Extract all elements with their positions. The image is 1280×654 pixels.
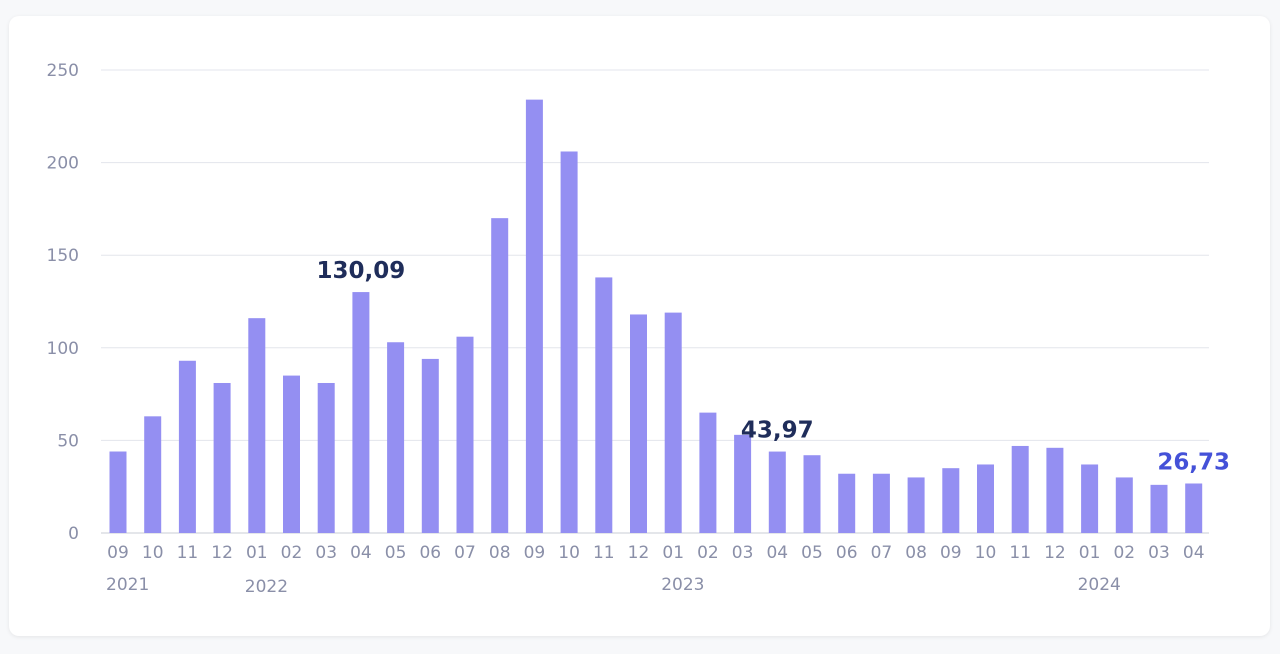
bar: [1046, 447, 1064, 533]
x-tick-label: 12: [211, 543, 233, 563]
x-tick-label: 12: [628, 543, 650, 563]
bar: [456, 336, 474, 533]
bar: [317, 382, 335, 533]
y-tick-label: 50: [57, 431, 79, 451]
data-label: 26,73: [1157, 449, 1230, 475]
year-label: 2021: [106, 575, 149, 595]
bar: [109, 451, 127, 533]
bar: [942, 468, 960, 533]
data-label: 130,09: [317, 258, 406, 284]
x-tick-label: 10: [975, 543, 997, 563]
bar: [1081, 464, 1099, 533]
y-tick-label: 100: [47, 339, 79, 359]
bar: [699, 412, 717, 533]
x-tick-label: 12: [1044, 543, 1066, 563]
bar: [872, 473, 890, 533]
bar: [352, 292, 370, 533]
x-tick-label: 01: [662, 543, 684, 563]
bar: [595, 277, 613, 533]
bar: [178, 360, 196, 533]
bar: [977, 464, 994, 533]
x-tick-label: 11: [593, 543, 615, 563]
bar: [525, 99, 543, 533]
x-tick-label: 09: [524, 543, 546, 563]
bar: [560, 151, 578, 533]
x-tick-label: 01: [1079, 543, 1101, 563]
x-tick-label: 04: [1183, 543, 1205, 563]
x-tick-label: 02: [1113, 543, 1135, 563]
x-tick-label: 01: [246, 543, 268, 563]
x-tick-label: 07: [871, 543, 893, 563]
x-tick-label: 09: [940, 543, 962, 563]
x-tick-label: 08: [489, 543, 511, 563]
bar: [630, 314, 647, 533]
bar: [803, 455, 821, 533]
y-tick-label: 250: [47, 61, 79, 81]
bar: [213, 382, 231, 533]
bar: [768, 451, 786, 533]
bar: [491, 218, 509, 533]
bar: [664, 312, 682, 533]
x-tick-label: 04: [350, 543, 372, 563]
bar: [1150, 484, 1168, 533]
x-tick-label: 05: [801, 543, 823, 563]
x-tick-label: 06: [836, 543, 858, 563]
x-tick-label: 08: [905, 543, 927, 563]
data-label: 43,97: [741, 418, 814, 444]
x-tick-label: 10: [558, 543, 580, 563]
x-tick-label: 05: [385, 543, 407, 563]
year-label: 2024: [1078, 575, 1121, 595]
x-tick-label: 10: [142, 543, 164, 563]
x-tick-label: 06: [419, 543, 441, 563]
year-label: 2023: [661, 575, 704, 595]
year-label: 2022: [245, 577, 288, 597]
x-tick-label: 02: [697, 543, 719, 563]
bar: [734, 434, 752, 533]
bar: [248, 318, 266, 533]
x-tick-label: 04: [766, 543, 788, 563]
x-tick-label: 03: [732, 543, 754, 563]
y-tick-label: 0: [68, 524, 79, 544]
bar: [1011, 445, 1029, 533]
bar: [421, 358, 439, 533]
x-tick-label: 03: [1148, 543, 1170, 563]
x-tick-label: 03: [315, 543, 337, 563]
y-tick-label: 150: [47, 246, 79, 266]
x-tick-label: 09: [107, 543, 129, 563]
bar: [907, 477, 925, 533]
bar: [387, 342, 405, 533]
bar: [1185, 483, 1203, 533]
y-tick-label: 200: [47, 154, 79, 174]
x-tick-label: 11: [177, 543, 199, 563]
bar: [283, 375, 300, 533]
x-tick-label: 07: [454, 543, 476, 563]
bar: [1115, 477, 1133, 533]
x-tick-label: 11: [1009, 543, 1031, 563]
x-tick-label: 02: [281, 543, 303, 563]
bar: [838, 473, 856, 533]
bar: [144, 416, 162, 533]
